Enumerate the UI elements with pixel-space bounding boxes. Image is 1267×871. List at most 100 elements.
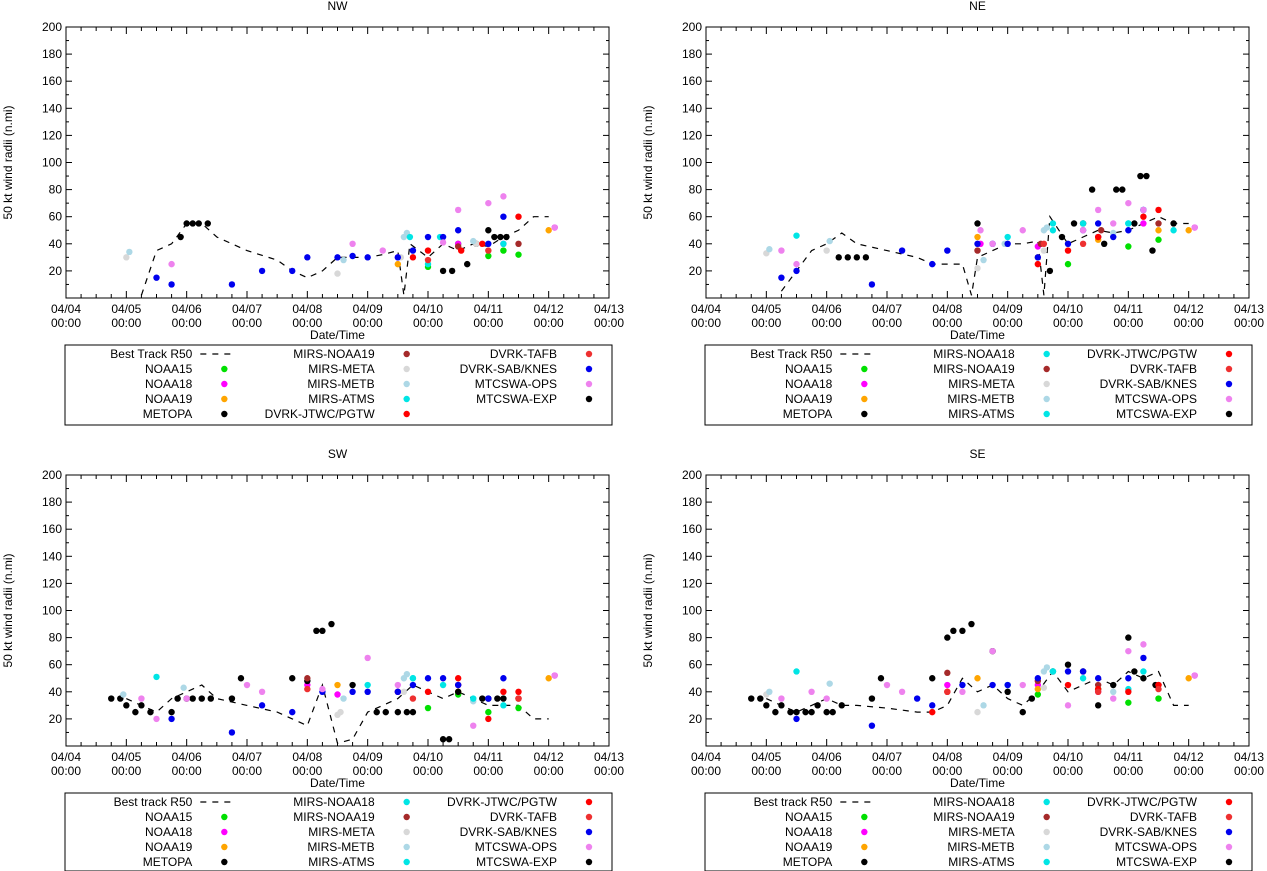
- point-dvrk-sab-knes: [364, 688, 371, 695]
- x-tick-label-time: 00:00: [932, 764, 962, 778]
- point-dvrk-sab-knes: [168, 281, 175, 288]
- point-dvrk-sab-knes: [228, 729, 236, 736]
- point-mtcswa-ops: [364, 654, 371, 662]
- x-tick-label-time: 00:00: [1113, 316, 1143, 330]
- x-tick-label-date: 04/08: [932, 750, 962, 764]
- legend-label: NOAA19: [785, 840, 833, 854]
- legend-label: MTCSWA-EXP: [476, 855, 557, 869]
- point-dvrk-sab-knes: [959, 681, 966, 689]
- point-dvrk-jtwc-pgtw: [1064, 247, 1072, 254]
- point-mirs-metb: [340, 256, 347, 264]
- point-metopa: [1110, 681, 1117, 689]
- x-tick-label-time: 00:00: [812, 316, 842, 330]
- x-tick-label-date: 04/11: [474, 750, 503, 764]
- point-dvrk-jtwc-pgtw: [457, 247, 465, 254]
- point-metopa: [1131, 668, 1138, 675]
- x-tick-label-time: 00:00: [51, 764, 81, 778]
- point-dvrk-tafb: [1040, 240, 1048, 247]
- x-tick-label-time: 00:00: [1113, 764, 1143, 778]
- point-metopa: [491, 233, 498, 241]
- legend-label: DVRK-JTWC/PGTW: [1087, 347, 1198, 361]
- legend-label: METOPA: [143, 407, 193, 421]
- x-tick-label-time: 00:00: [1174, 316, 1204, 330]
- y-tick-label: 100: [42, 604, 62, 618]
- point-dvrk-jtwc-pgtw: [424, 688, 432, 695]
- point-dvrk-jtwc-pgtw: [929, 708, 936, 716]
- legend-dot-swatch: [403, 410, 410, 418]
- chart-panel-ne: NE2040608010012014016018020004/0400:0004…: [641, 0, 1264, 342]
- x-tick-label-date: 04/10: [413, 750, 443, 764]
- x-tick-label-time: 00:00: [872, 764, 902, 778]
- x-tick-label-time: 00:00: [111, 316, 141, 330]
- point-dvrk-jtwc-pgtw: [409, 254, 417, 261]
- legend-label: MIRS-META: [948, 377, 1014, 391]
- point-metopa: [189, 695, 196, 702]
- best-track-line: [126, 683, 549, 745]
- legend-label: MIRS-NOAA18: [933, 347, 1015, 361]
- point-dvrk-jtwc-pgtw: [424, 247, 432, 254]
- legend-label: DVRK-SAB/KNES: [460, 362, 557, 376]
- point-metopa: [382, 708, 389, 716]
- point-dvrk-tafb: [1079, 240, 1087, 247]
- point-dvrk-jtwc-pgtw: [1155, 206, 1162, 214]
- point-dvrk-jtwc-pgtw: [1034, 260, 1042, 268]
- x-tick-label-date: 04/11: [474, 302, 503, 316]
- point-metopa: [479, 695, 486, 702]
- legend-label: MIRS-META: [948, 825, 1014, 839]
- y-tick-label: 120: [42, 128, 62, 142]
- y-tick-label: 60: [689, 658, 703, 672]
- point-mirs-meta: [1040, 247, 1048, 254]
- point-metopa: [108, 695, 115, 702]
- legend-label: MIRS-ATMS: [948, 855, 1014, 869]
- legend-label: DVRK-SAB/KNES: [1100, 825, 1197, 839]
- point-dvrk-jtwc-pgtw: [515, 688, 522, 695]
- point-dvrk-sab-knes: [394, 254, 402, 261]
- data-layer: [748, 620, 1198, 729]
- x-tick-label-date: 04/10: [1053, 302, 1083, 316]
- point-mtcswa-ops: [1140, 206, 1147, 214]
- x-tick-label-date: 04/12: [534, 302, 564, 316]
- point-mtcswa-ops: [500, 193, 507, 200]
- x-tick-label-date: 04/13: [594, 750, 624, 764]
- point-mtcswa-ops: [470, 722, 477, 729]
- y-tick-label: 180: [42, 47, 62, 61]
- legend-dot-swatch: [1043, 350, 1050, 358]
- point-noaa15: [1125, 699, 1132, 706]
- legend-dot-swatch: [221, 813, 228, 821]
- x-tick-label-time: 00:00: [812, 764, 842, 778]
- point-metopa: [802, 708, 809, 716]
- point-dvrk-sab-knes: [1034, 675, 1042, 682]
- legend-dot-swatch: [403, 365, 410, 373]
- point-dvrk-sab-knes: [1094, 675, 1102, 682]
- point-noaa19: [334, 681, 341, 689]
- data-layer: [763, 172, 1198, 296]
- legend-dot-swatch: [585, 798, 593, 806]
- point-metopa: [448, 267, 456, 275]
- legend-dot-swatch: [221, 843, 228, 851]
- point-noaa15: [515, 251, 522, 258]
- x-tick-label-time: 00:00: [232, 316, 262, 330]
- x-tick-label-date: 04/05: [751, 302, 781, 316]
- point-dvrk-tafb: [1155, 685, 1162, 693]
- y-tick-label: 20: [49, 264, 63, 278]
- point-mtcswa-ops: [243, 681, 251, 689]
- point-dvrk-sab-knes: [409, 681, 417, 689]
- point-dvrk-sab-knes: [334, 254, 341, 261]
- point-metopa: [1125, 634, 1132, 641]
- point-dvrk-sab-knes: [153, 274, 160, 281]
- point-mirs-atms: [1004, 233, 1011, 241]
- legend-label: MIRS-ATMS: [948, 407, 1014, 421]
- point-dvrk-jtwc-pgtw: [1125, 688, 1132, 695]
- point-dvrk-tafb: [424, 256, 432, 264]
- point-mtcswa-ops: [883, 681, 891, 689]
- point-metopa: [1170, 220, 1177, 227]
- point-metopa: [808, 708, 815, 716]
- point-metopa: [237, 675, 245, 682]
- point-mtcswa-ops: [1125, 199, 1132, 207]
- point-mirs-metb: [180, 684, 187, 691]
- chart-title: SW: [328, 447, 348, 461]
- y-tick-label: 160: [42, 74, 62, 88]
- legend-label: MTCSWA-OPS: [1115, 392, 1197, 406]
- x-tick-label-date: 04/04: [691, 302, 721, 316]
